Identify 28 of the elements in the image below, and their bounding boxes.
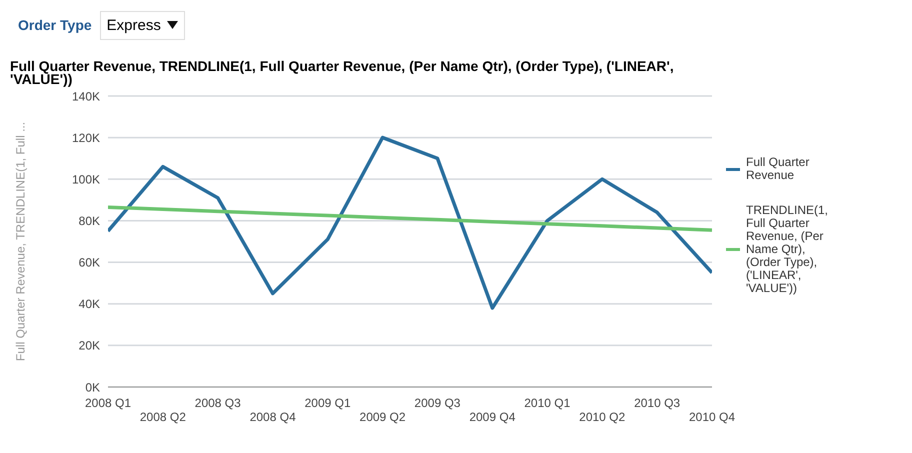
y-tick-label: 0K [85,380,100,394]
x-tick-label: 2008 Q1 [84,396,132,410]
x-tick-label: 2010 Q1 [524,396,571,410]
x-tick-label: 2009 Q2 [360,410,406,424]
x-tick-label: 2008 Q4 [250,410,296,424]
y-tick-label: 40K [78,297,100,312]
x-tick-label: 2008 Q3 [194,396,242,410]
y-tick-label: 140K [72,89,100,104]
y-tick-label: 100K [72,172,100,186]
text: Express [100,10,185,40]
y-tick-label: 80K [78,214,100,228]
x-tick-label: 2010 Q2 [579,410,626,424]
x-tick-label: 2009 Q4 [469,410,516,424]
y-tick-label: 20K [78,338,100,353]
x-tick-label: 2009 Q1 [304,396,351,410]
chart-title: Full Quarter Revenue, TRENDLINE(1, Full Quarter Revenue, (Per Name Qtr), (Order Type), ('LINEAR', 'VALUE')) [9,58,675,87]
y-axis-title: Full Quarter Revenue, TRENDLINE(1, Full ... [13,122,28,362]
legend-label: TRENDLINE(1, Full Quarter Revenue, (Per Name Qtr), (Order Type), ('LINEAR', 'VALUE')) [746,203,830,295]
legend-label: Full Quarter Revenue [746,155,810,182]
y-tick-label: 60K [78,256,100,270]
x-tick-label: 2008 Q2 [140,410,186,424]
text: Order Type [18,17,92,33]
line-series [108,205,712,232]
x-tick-label: 2010 Q4 [688,410,736,424]
x-tick-label: 2009 Q3 [414,396,461,410]
line-series [108,136,712,310]
y-tick-label: 120K [72,130,100,145]
x-tick-label: 2010 Q3 [634,396,680,410]
